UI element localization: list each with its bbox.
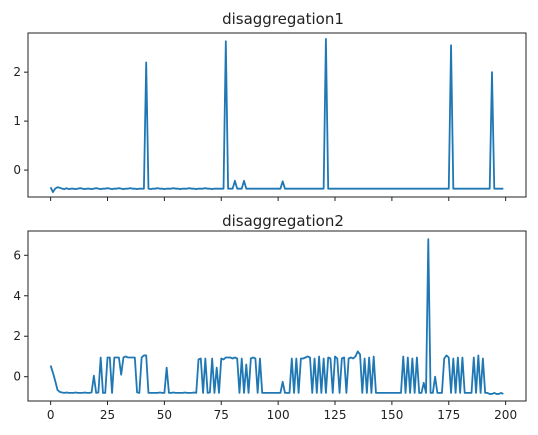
subplot-title: disaggregation1	[222, 10, 344, 28]
y-tick-label: 4	[13, 289, 21, 303]
x-tick-label: 0	[47, 408, 55, 422]
plot-frame	[27, 230, 527, 402]
y-tick-label: 6	[13, 248, 21, 262]
y-tick-label: 1	[13, 114, 21, 128]
plot-area: 0 25 50 75 100 125 150 175 200 0 2 4 6	[13, 238, 517, 422]
x-tick-label: 25	[100, 408, 115, 422]
subplot-title: disaggregation2	[222, 212, 344, 230]
x-tick-label: 175	[437, 408, 460, 422]
x-tick-label: 200	[494, 408, 517, 422]
series-line	[49, 238, 504, 395]
x-tick-label: 150	[380, 408, 403, 422]
y-tick-label: 2	[13, 329, 21, 343]
y-tick-label: 0	[13, 163, 21, 177]
series-line	[49, 37, 504, 193]
subplot-disaggregation2: disaggregation2 0 25 50 75 100 125 150 175 200 0 2…	[13, 212, 527, 422]
y-tick-label: 2	[13, 65, 21, 79]
x-tick-label: 50	[157, 408, 172, 422]
plot-area: 0 1 2	[13, 37, 507, 201]
x-tick-label: 125	[324, 408, 347, 422]
subplot-disaggregation1: disaggregation1 0 1 2	[13, 10, 527, 201]
y-tick-label: 0	[13, 370, 21, 384]
plot-frame	[27, 32, 527, 198]
x-tick-label: 75	[214, 408, 229, 422]
x-tick-label: 100	[267, 408, 290, 422]
